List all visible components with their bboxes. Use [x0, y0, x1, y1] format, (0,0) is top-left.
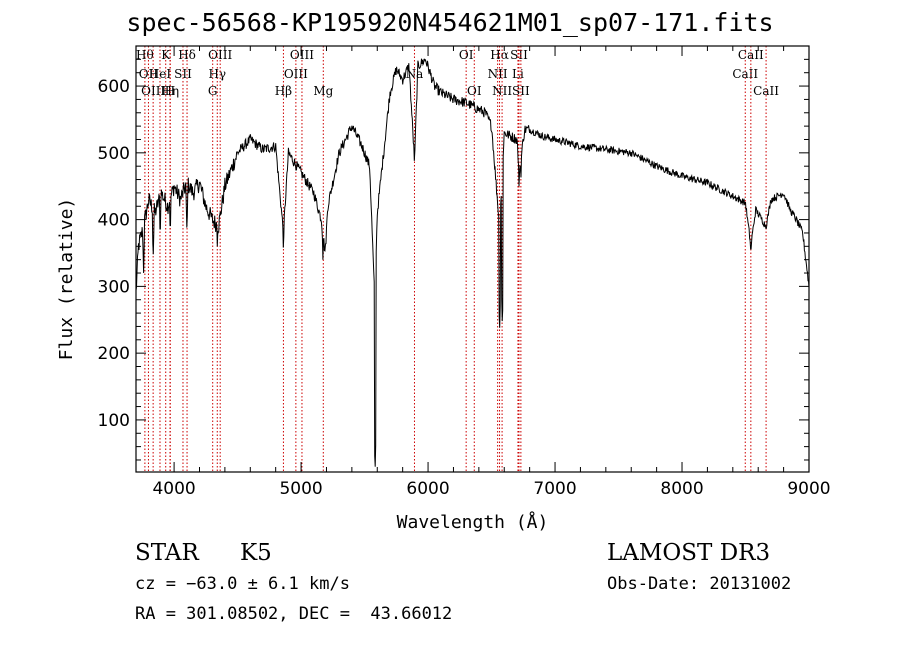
y-tick-label: 500 [98, 144, 130, 164]
axis-labels: Wavelength (Å) Flux (relative) [56, 198, 548, 533]
object-class: STAR [135, 540, 199, 566]
line-marker-label: OIII [284, 67, 308, 81]
line-marker-label: OI [459, 48, 474, 62]
line-marker-label: K [161, 48, 171, 62]
object-subclass: K5 [240, 540, 272, 566]
coordinates: RA = 301.08502, DEC = 43.66012 [135, 604, 453, 624]
y-tick-label: 600 [98, 77, 130, 97]
x-tick-label: 7000 [533, 479, 576, 499]
y-tick-label: 300 [98, 277, 130, 297]
flux-series [135, 58, 810, 467]
line-marker-label: NII [492, 84, 512, 98]
line-marker-label: OI [467, 84, 482, 98]
flux-line [135, 58, 810, 467]
line-marker-label: HeI [149, 67, 172, 81]
line-marker-label: Hγ [208, 67, 226, 81]
line-markers: HθOIIOIIIHeIKHηHSIIHδGHγOIIIHβOIIIOIIIMg… [136, 46, 779, 472]
x-tick-label: 4000 [152, 479, 195, 499]
line-marker-label: CaII [732, 67, 758, 81]
line-marker-label: OIII [208, 48, 232, 62]
observation-date: Obs-Date: 20131002 [607, 574, 792, 594]
x-tick-label: 5000 [279, 479, 322, 499]
chart-title: spec-56568-KP195920N454621M01_sp07-171.f… [126, 8, 774, 37]
line-marker-label: SII [510, 48, 528, 62]
line-marker-label: OIII [290, 48, 314, 62]
line-marker-label: CaII [753, 84, 779, 98]
line-marker-label: CaII [738, 48, 764, 62]
line-marker-label: Hα [490, 48, 509, 62]
axis-ticks: 4000 5000 6000 7000 8000 9000 100 200 300 400 500 6… [98, 46, 831, 499]
plot-frame [135, 45, 810, 473]
x-tick-label: 8000 [660, 479, 703, 499]
x-tick-label: 6000 [406, 479, 449, 499]
y-axis-label: Flux (relative) [56, 198, 77, 361]
line-marker-label: H [165, 84, 175, 98]
y-tick-label: 400 [98, 211, 130, 231]
y-tick-label: 100 [98, 411, 130, 431]
redshift-cz: cz = −63.0 ± 6.1 km/s [135, 574, 350, 594]
line-marker-label: SII [512, 84, 530, 98]
line-marker-label: Li [512, 67, 524, 81]
line-marker-label: OIII [141, 84, 165, 98]
x-axis-label: Wavelength (Å) [397, 511, 549, 533]
line-marker-label: Hη [161, 84, 179, 98]
line-marker-label: SII [174, 67, 192, 81]
line-marker-label: NII [488, 67, 508, 81]
line-marker-label: Hδ [178, 48, 196, 62]
line-marker-label: Hβ [275, 84, 292, 98]
survey-name: LAMOST DR3 [607, 540, 771, 566]
line-marker-label: Mg [313, 84, 333, 98]
x-tick-label: 9000 [787, 479, 830, 499]
line-marker-label: G [208, 84, 218, 98]
y-tick-label: 200 [98, 344, 130, 364]
line-marker-label: Hθ [136, 48, 154, 62]
